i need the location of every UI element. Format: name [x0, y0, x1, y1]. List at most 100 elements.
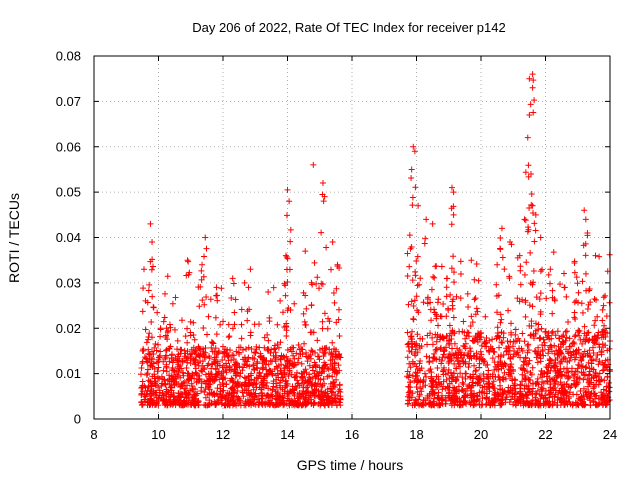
data-point	[424, 300, 431, 307]
data-point	[524, 134, 531, 141]
data-point	[269, 393, 276, 400]
data-point	[514, 349, 521, 356]
data-point	[235, 394, 242, 401]
data-point	[319, 392, 326, 399]
data-point	[142, 326, 149, 333]
data-point	[319, 318, 326, 325]
data-point	[264, 331, 271, 338]
data-point	[491, 399, 498, 406]
data-point	[450, 203, 457, 210]
data-point	[329, 397, 336, 404]
data-point	[305, 378, 312, 385]
data-point	[489, 336, 496, 343]
data-point	[406, 379, 413, 386]
data-point	[265, 385, 272, 392]
data-point	[413, 258, 420, 265]
data-point	[413, 383, 420, 390]
data-point	[578, 300, 585, 307]
data-point	[268, 370, 275, 377]
data-point	[482, 362, 489, 369]
data-point	[547, 390, 554, 397]
data-point	[169, 300, 176, 307]
data-point	[433, 346, 440, 353]
data-point	[483, 335, 490, 342]
data-point	[430, 398, 437, 405]
data-point	[409, 277, 416, 284]
data-point	[538, 367, 545, 374]
data-point	[229, 275, 236, 282]
data-point	[410, 143, 417, 150]
data-point	[523, 259, 530, 266]
data-point	[150, 304, 157, 311]
data-point	[207, 296, 214, 303]
data-point	[414, 370, 421, 377]
data-point	[545, 332, 552, 339]
data-point	[242, 400, 249, 407]
data-point	[511, 376, 518, 383]
data-point	[494, 324, 501, 331]
data-point	[505, 307, 512, 314]
data-point	[531, 97, 538, 104]
data-point	[411, 297, 418, 304]
data-point	[550, 376, 557, 383]
data-point	[305, 388, 312, 395]
data-point	[288, 348, 295, 355]
data-point	[408, 298, 415, 305]
data-point	[234, 388, 241, 395]
data-point	[255, 401, 262, 408]
data-point	[430, 306, 437, 313]
data-point	[497, 311, 504, 318]
data-point	[522, 373, 529, 380]
data-point	[588, 365, 595, 372]
data-point	[209, 339, 216, 346]
data-point	[160, 367, 167, 374]
data-point	[414, 282, 421, 289]
data-point	[330, 383, 337, 390]
data-point	[275, 344, 282, 351]
data-point	[543, 295, 550, 302]
data-point	[404, 250, 411, 257]
data-point	[580, 398, 587, 405]
data-point	[302, 321, 309, 328]
data-point	[315, 353, 322, 360]
data-point	[307, 355, 314, 362]
data-point	[472, 368, 479, 375]
data-point	[303, 369, 310, 376]
data-point	[459, 386, 466, 393]
data-point	[508, 331, 515, 338]
data-point	[442, 400, 449, 407]
x-tick-label: 22	[538, 427, 552, 442]
data-point	[238, 335, 245, 342]
data-point	[514, 254, 521, 261]
data-point	[259, 381, 266, 388]
data-point	[284, 255, 291, 262]
data-point	[584, 305, 591, 312]
data-point	[214, 358, 221, 365]
data-point	[474, 379, 481, 386]
data-point	[450, 330, 457, 337]
data-point	[286, 198, 293, 205]
data-point	[439, 386, 446, 393]
data-point	[292, 374, 299, 381]
data-point	[448, 265, 455, 272]
data-point	[429, 220, 436, 227]
data-point	[443, 284, 450, 291]
data-point	[274, 364, 281, 371]
data-point	[314, 274, 321, 281]
data-point	[406, 263, 413, 270]
data-point	[412, 396, 419, 403]
data-point	[316, 285, 323, 292]
data-point	[229, 384, 236, 391]
data-point	[429, 341, 436, 348]
data-point	[330, 290, 337, 297]
data-point	[300, 388, 307, 395]
data-point	[453, 354, 460, 361]
data-point	[547, 342, 554, 349]
data-point	[575, 329, 582, 336]
data-point	[185, 370, 192, 377]
data-point	[189, 395, 196, 402]
data-point	[475, 375, 482, 382]
data-point	[295, 402, 302, 409]
data-point	[204, 331, 211, 338]
data-point	[239, 383, 246, 390]
